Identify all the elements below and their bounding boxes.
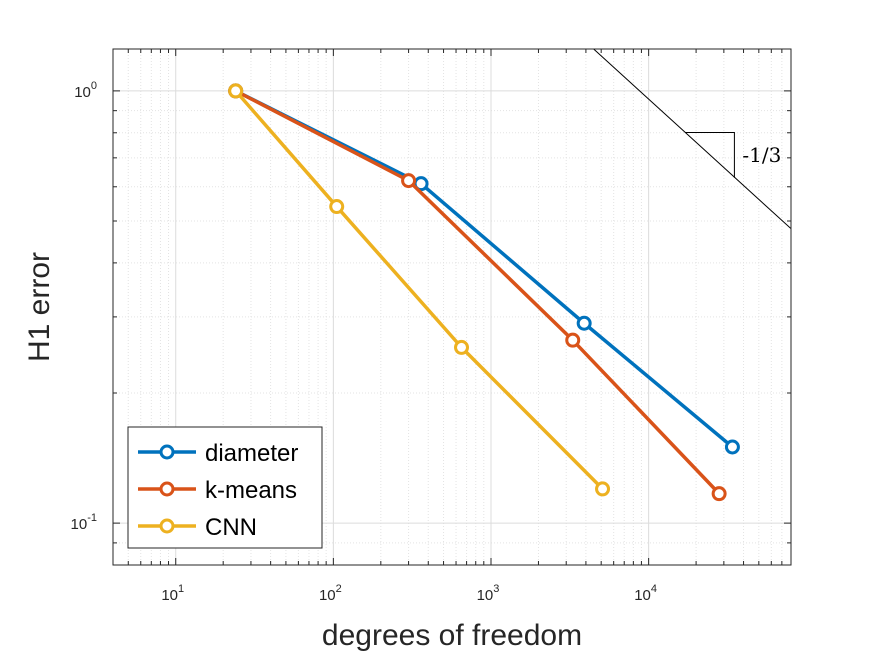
axis-ticks (113, 49, 791, 565)
legend-marker-k-means (159, 481, 175, 497)
slope-indicator (592, 49, 791, 230)
series-line-k-means (234, 89, 721, 495)
legend-label-CNN: CNN (205, 514, 257, 541)
data-point-k-means (401, 173, 417, 189)
y-tick-label: 100 (74, 80, 97, 101)
axes-box (112, 48, 792, 566)
data-point-k-means (711, 486, 727, 502)
y-tick-label: 10-1 (71, 512, 97, 533)
x-tick-label: 102 (319, 583, 342, 604)
y-axis-label: H1 error (23, 252, 56, 362)
legend-label-diameter: diameter (205, 440, 298, 467)
series-layer (228, 83, 740, 502)
data-point-CNN (228, 83, 244, 99)
slope-label: -1/3 (742, 143, 781, 167)
data-point-diameter (724, 439, 740, 455)
data-point-CNN (329, 199, 345, 215)
slope-triangle (684, 132, 735, 178)
series-line-CNN (234, 89, 604, 491)
x-axis-label: degrees of freedom (322, 619, 582, 652)
legend-marker-diameter (159, 444, 175, 460)
data-point-CNN (595, 481, 611, 497)
data-point-k-means (565, 332, 581, 348)
x-tick-label: 101 (161, 583, 184, 604)
x-tick-label: 103 (477, 583, 500, 604)
data-point-CNN (454, 339, 470, 355)
legend-marker-CNN (159, 518, 175, 534)
x-tick-label: 104 (634, 583, 657, 604)
data-point-diameter (576, 315, 592, 331)
legend-label-k-means: k-means (205, 477, 297, 504)
tick-labels: 101 102 103 104 10-1 100 (71, 80, 658, 604)
series-CNN (228, 83, 611, 497)
slope-reference-line (592, 49, 791, 230)
legend: diameter k-means CNN (127, 426, 323, 549)
